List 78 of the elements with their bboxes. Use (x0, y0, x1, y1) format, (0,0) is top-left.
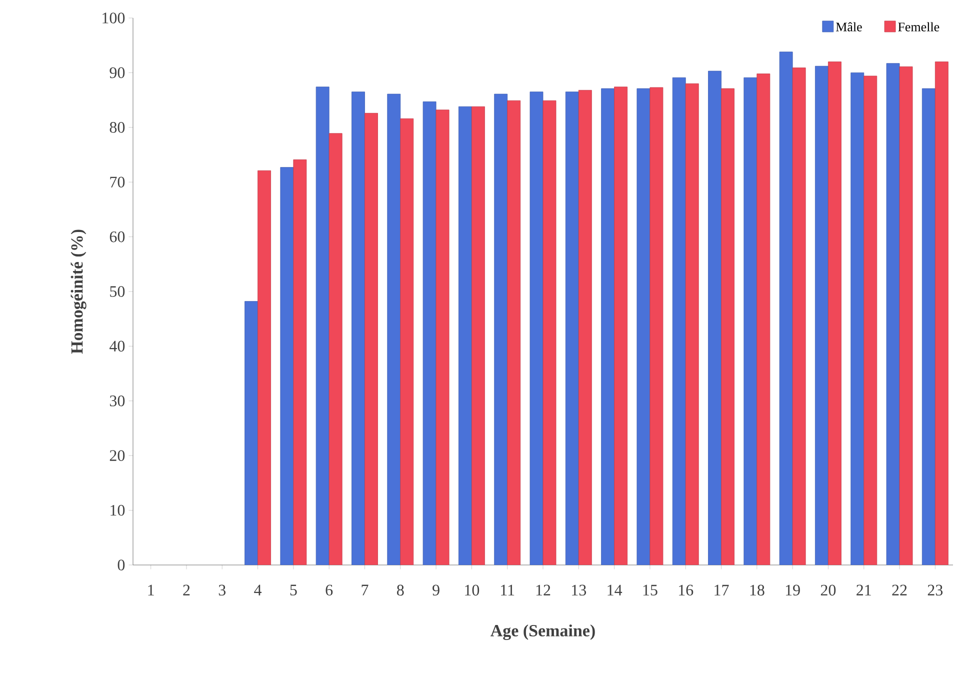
x-tick-label: 21 (856, 584, 871, 596)
x-tick-label: 2 (183, 584, 190, 596)
legend-label: Femelle (898, 22, 940, 32)
y-tick-label: 50 (110, 286, 125, 297)
y-tick-label: 10 (110, 504, 125, 516)
bar (721, 88, 734, 565)
bar (899, 66, 913, 565)
bar (400, 118, 414, 565)
x-tick-label: 16 (679, 584, 694, 596)
x-tick-label: 18 (750, 584, 764, 596)
y-tick-label: 60 (110, 231, 125, 242)
bar (578, 90, 592, 565)
y-tick-label: 20 (110, 450, 125, 461)
bar (352, 92, 365, 565)
x-tick-label: 13 (572, 584, 586, 596)
x-tick-label: 6 (326, 584, 333, 596)
bar (792, 68, 806, 565)
bar (364, 112, 378, 565)
bar (828, 62, 842, 565)
bar (565, 92, 579, 565)
bar (815, 66, 828, 565)
bar (494, 94, 508, 565)
bar (328, 133, 342, 565)
x-tick-label: 20 (820, 584, 836, 596)
bar (708, 70, 722, 565)
bar (458, 106, 472, 565)
y-tick-label: 30 (110, 395, 125, 406)
y-axis-title: Homogéinité (%) (70, 230, 86, 354)
bar (436, 110, 450, 565)
bar (886, 63, 900, 565)
bar (293, 159, 307, 565)
x-tick-label: 4 (254, 584, 262, 596)
bar (422, 101, 436, 565)
x-tick-label: 5 (290, 584, 297, 596)
x-axis-title: Age (Semaine) (490, 624, 595, 640)
bar (258, 170, 271, 565)
bar (244, 301, 258, 565)
y-tick-label: 90 (110, 67, 125, 78)
bar (530, 92, 544, 565)
x-tick-label: 11 (501, 584, 514, 596)
x-tick-label: 14 (608, 584, 622, 596)
bar (614, 86, 628, 565)
bar (387, 94, 401, 565)
bar (864, 76, 878, 565)
bar (280, 167, 294, 565)
bar (934, 62, 948, 565)
bar (685, 83, 699, 565)
x-tick-label: 7 (362, 584, 368, 596)
bar (542, 100, 556, 565)
x-tick-label: 22 (892, 584, 907, 596)
bar (744, 77, 758, 565)
legend-label: Mâle (836, 22, 862, 32)
x-tick-label: 3 (218, 584, 226, 596)
x-tick-label: 9 (432, 584, 440, 596)
bar (472, 106, 485, 565)
bar (850, 72, 864, 565)
x-tick-label: 15 (643, 584, 658, 596)
x-tick-label: 10 (465, 584, 480, 596)
bar (922, 88, 936, 565)
bar (636, 88, 650, 565)
y-tick-label: 0 (118, 560, 125, 570)
bar (316, 86, 330, 565)
y-tick-label: 40 (110, 340, 125, 352)
x-tick-label: 17 (714, 584, 729, 596)
bar (672, 77, 686, 565)
bar (650, 87, 664, 565)
x-tick-label: 23 (928, 584, 943, 596)
y-tick-label: 100 (102, 12, 125, 24)
bar (507, 100, 521, 565)
y-tick-label: 80 (110, 122, 125, 133)
x-tick-label: 8 (397, 584, 404, 596)
y-tick-label: 70 (110, 176, 125, 188)
bar (601, 88, 615, 565)
bar (779, 52, 793, 565)
x-tick-label: 1 (148, 584, 154, 596)
x-tick-label: 19 (786, 584, 800, 596)
bar (756, 74, 770, 565)
x-tick-label: 12 (536, 584, 550, 596)
